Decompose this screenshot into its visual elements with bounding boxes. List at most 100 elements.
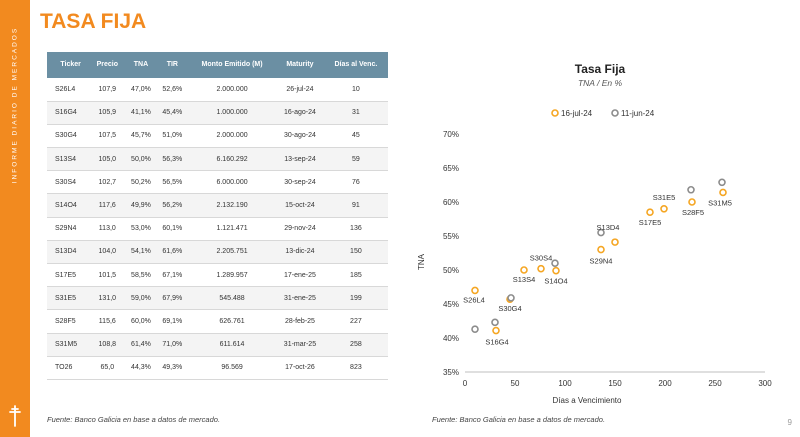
table-cell: 50,2% <box>125 170 157 195</box>
table-cell: S14O4 <box>47 193 90 218</box>
point-label: S28F5 <box>682 208 704 217</box>
data-point-11-jun-24 <box>551 259 559 267</box>
chart-title: Tasa Fija <box>575 62 626 76</box>
table-cell: 47,0% <box>125 78 157 102</box>
table-cell: 49,9% <box>125 193 157 218</box>
table-cell: 13-dic-24 <box>276 240 324 265</box>
table-cell: 51,0% <box>156 124 188 149</box>
table-cell: 31 <box>323 101 388 125</box>
point-label: S13D4 <box>597 223 620 232</box>
table-cell: 113,0 <box>89 217 126 241</box>
table-row: S30G4 107,5 45,7% 51,0% 2.000.000 30-ago-24 45 <box>47 124 388 149</box>
table-cell: 545.488 <box>188 286 277 311</box>
table-row: S13S4 105,0 50,0% 56,3% 6.160.292 13-sep-24 59 <box>47 147 388 172</box>
point-label: S13S4 <box>513 275 536 284</box>
y-tick-label: 45% <box>443 300 459 309</box>
table-cell: 31-ene-25 <box>276 286 324 311</box>
table-cell: S13S4 <box>47 147 90 172</box>
table-cell: 102,7 <box>89 170 126 195</box>
table-cell: 67,1% <box>156 263 188 288</box>
column-header: Monto Emitido (M) <box>188 52 277 78</box>
table-cell: 50,0% <box>125 147 157 172</box>
x-tick-label: 0 <box>463 379 468 388</box>
data-point-11-jun-24 <box>687 185 695 194</box>
table-cell: 45,7% <box>125 124 157 149</box>
chart-axes: 0 50 100 150 200 250 300 35% 40% 45% 50% 55% 60% 65% 7… <box>443 130 772 388</box>
table-cell: 44,3% <box>125 356 157 380</box>
column-header: TNA <box>125 52 157 78</box>
table-cell: 29-nov-24 <box>276 217 324 241</box>
chart-point-labels: S26L4 S16G4 S30G4 S13S4 S30S4 S14O4 S29N4 S13D4… <box>463 193 732 347</box>
table-cell: 58,5% <box>125 263 157 288</box>
table-cell: 49,3% <box>156 356 188 380</box>
x-tick-label: 250 <box>708 379 722 388</box>
table-cell: 1.121.471 <box>188 217 277 241</box>
table-cell: 258 <box>323 333 388 357</box>
table-row: S29N4 113,0 53,0% 60,1% 1.121.471 29-nov-24 13… <box>47 217 388 241</box>
table-cell: 105,0 <box>89 147 126 172</box>
table-cell: 54,1% <box>125 240 157 265</box>
data-point-16-jul-24 <box>520 266 528 274</box>
data-point-16-jul-24 <box>611 238 619 246</box>
point-label: S16G4 <box>485 338 508 347</box>
column-header: Ticker <box>47 52 90 78</box>
point-label: S31M5 <box>708 198 732 207</box>
x-tick-label: 200 <box>658 379 672 388</box>
table-cell: 611.614 <box>188 333 277 357</box>
table-cell: 823 <box>323 356 388 380</box>
column-header: Maturity <box>276 52 324 78</box>
table-source-note: Fuente: Banco Galicia en base a datos de… <box>47 415 221 424</box>
sidebar-report-name: INFORME DIARIO DE MERCADOS <box>11 26 19 184</box>
table-cell: 2.000.000 <box>188 124 277 149</box>
y-tick-label: 65% <box>443 164 459 173</box>
table-cell: 101,5 <box>89 263 126 288</box>
table-cell: 30-ago-24 <box>276 124 324 149</box>
table-cell: 59 <box>323 147 388 172</box>
chart-subtitle: TNA / En % <box>578 78 623 88</box>
data-point-16-jul-24 <box>660 205 668 213</box>
table-header-row: Ticker Precio TNA TIR Monto Emitido (M) Matur… <box>47 52 388 78</box>
table-cell: 13-sep-24 <box>276 147 324 172</box>
table-cell: 1.000.000 <box>188 101 277 125</box>
table-cell: 136 <box>323 217 388 241</box>
table-cell: 117,6 <box>89 193 126 218</box>
table-cell: 61,4% <box>125 333 157 357</box>
table-cell: S16G4 <box>47 101 90 125</box>
page-title: TASA FIJA <box>40 10 147 33</box>
legend-entry: 16-jul-24 <box>561 109 593 118</box>
table-cell: S13D4 <box>47 240 90 265</box>
table-cell: 56,3% <box>156 147 188 172</box>
table-cell: S29N4 <box>47 217 90 241</box>
table-cell: 150 <box>323 240 388 265</box>
table-cell: 185 <box>323 263 388 288</box>
column-header: TIR <box>156 52 188 78</box>
table-cell: 626.761 <box>188 309 277 334</box>
point-label: S14O4 <box>544 277 567 286</box>
table-cell: 108,8 <box>89 333 126 357</box>
table-cell: S30G4 <box>47 124 90 149</box>
table-cell: 59,0% <box>125 286 157 311</box>
point-label: S17E5 <box>639 218 662 227</box>
data-point-11-jun-24 <box>471 325 479 333</box>
table-body: S26L4 107,9 47,0% 52,6% 2.000.000 26-jul-24 10… <box>47 78 388 380</box>
table-cell: 45,4% <box>156 101 188 125</box>
table-row: S17E5 101,5 58,5% 67,1% 1.289.957 17-ene-25 18… <box>47 263 388 288</box>
table-cell: S30S4 <box>47 170 90 195</box>
cross-logo-icon <box>9 405 21 427</box>
table-row: S16G4 105,9 41,1% 45,4% 1.000.000 16-ago-24 31 <box>47 101 388 125</box>
bonds-table: Ticker Precio TNA TIR Monto Emitido (M) Matur… <box>47 52 388 380</box>
table-cell: 6.160.292 <box>188 147 277 172</box>
y-tick-label: 35% <box>443 368 459 377</box>
table-cell: TO26 <box>47 356 90 380</box>
table-cell: 10 <box>323 78 388 102</box>
table-row: S30S4 102,7 50,2% 56,5% 6.000.000 30-sep-24 76 <box>47 170 388 195</box>
x-tick-label: 50 <box>511 379 520 388</box>
data-point-16-jul-24 <box>552 266 560 275</box>
point-label: S26L4 <box>463 295 485 304</box>
point-label: S29N4 <box>590 257 613 266</box>
table-row: S13D4 104,0 54,1% 61,6% 2.205.751 13-dic-24 15… <box>47 240 388 265</box>
table-cell: 131,0 <box>89 286 126 311</box>
data-point-11-jun-24 <box>718 178 726 187</box>
sidebar: INFORME DIARIO DE MERCADOS <box>0 0 30 437</box>
table-cell: 107,9 <box>89 78 126 102</box>
